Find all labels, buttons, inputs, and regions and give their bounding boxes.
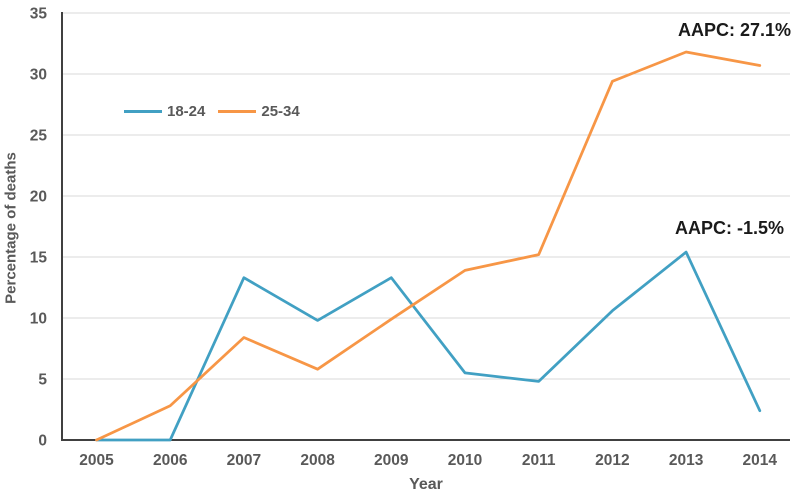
y-tick-label: 10 (30, 311, 47, 328)
annotation-aapc-25-34: AAPC: 27.1% (677, 20, 791, 40)
series-line-18-24 (95, 250, 762, 442)
x-tick-label: 2012 (595, 452, 629, 469)
y-tick-label: 35 (30, 6, 48, 23)
x-axis-title: Year (409, 476, 443, 493)
legend-item-25-34: 25-34 (218, 102, 300, 120)
x-tick-label: 2007 (227, 452, 261, 469)
x-tick-label: 2009 (374, 452, 409, 469)
x-tick-label: 2006 (153, 452, 188, 469)
y-tick-label: 25 (30, 128, 48, 145)
x-tick-label: 2010 (448, 452, 482, 469)
y-tick-label: 15 (30, 250, 48, 267)
y-tick-label: 30 (30, 67, 47, 84)
legend-label-25-34: 25-34 (261, 102, 300, 120)
annotation-aapc-18-24: AAPC: -1.5% (674, 218, 784, 238)
y-tick-label: 0 (38, 433, 47, 450)
x-tick-label: 2013 (669, 452, 704, 469)
series-line-25-34 (95, 50, 762, 442)
legend-swatch-18-24 (124, 109, 162, 113)
x-tick-label: 2014 (743, 452, 778, 469)
legend-label-18-24: 18-24 (167, 102, 206, 120)
x-tick-label: 2005 (79, 452, 114, 469)
x-tick-label: 2008 (300, 452, 335, 469)
legend: 18-24 25-34 (124, 102, 300, 120)
y-tick-label: 5 (38, 372, 47, 389)
y-tick-label: 20 (30, 189, 47, 206)
x-tick-label: 2011 (522, 452, 556, 469)
y-axis-title: Percentage of deaths (2, 152, 20, 304)
legend-item-18-24: 18-24 (124, 103, 205, 120)
legend-swatch-25-34 (218, 109, 257, 113)
